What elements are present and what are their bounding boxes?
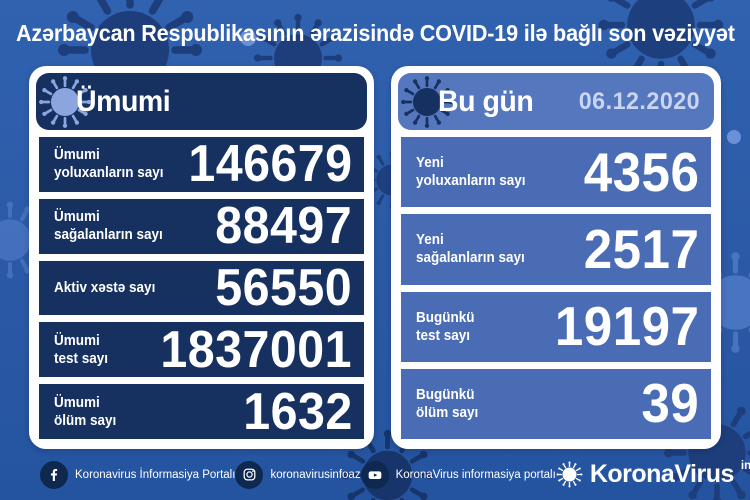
stat-label-line2: ölüm sayı — [416, 403, 479, 421]
stat-value: 19197 — [554, 295, 699, 358]
instagram-icon — [235, 460, 264, 489]
stat-label-line1: Aktiv xəstə sayı — [54, 278, 156, 296]
youtube-label: KoronaVirus informasiya portalı — [395, 468, 556, 481]
right-rows: Yeni yoluxanların sayı 4356 Yeni sağalan… — [398, 137, 714, 442]
facebook-label: Koronavirus İnformasiya Portalı — [75, 468, 236, 481]
stat-value: 56550 — [215, 258, 353, 317]
right-panel-header: Bu gün 06.12.2020 — [398, 73, 714, 130]
logo-text: KoronaVirus — [589, 460, 735, 488]
stat-value: 88497 — [215, 197, 353, 256]
stat-label-line1: Bugünkü — [416, 385, 475, 403]
facebook-link[interactable]: Koronavirus İnformasiya Portalı — [40, 460, 236, 489]
stat-label-line2: yoluxanların sayı — [54, 164, 164, 182]
stat-label: Ümumi test sayı — [54, 332, 108, 368]
page-title: Azərbaycan Respublikasının ərazisində CO… — [15, 19, 735, 46]
stat-label: Ümumi sağalanların sayı — [54, 208, 163, 244]
left-panel-header: Ümumi — [36, 73, 368, 130]
date-label: 06.12.2020 — [578, 87, 700, 115]
left-rows: Ümumi yoluxanların sayı 146679 Ümumi sağ… — [36, 137, 367, 442]
stat-row-new-infected: Yeni yoluxanların sayı 4356 — [401, 137, 711, 208]
stat-value: 1632 — [242, 382, 353, 441]
stat-label: Ümumi ölüm sayı — [54, 394, 116, 430]
stat-label-line1: Ümumi — [54, 146, 100, 164]
stat-label: Yeni yoluxanların sayı — [416, 154, 526, 190]
koronavirus-logo: KoronaVirus info — [555, 458, 750, 491]
stat-row-today-tests: Bugünkü test sayı 19197 — [401, 291, 711, 362]
stat-label-line2: test sayı — [54, 349, 109, 367]
stat-label-line2: sağalanların sayı — [54, 226, 163, 244]
footer: Koronavirus İnformasiya Portalı koronavi… — [0, 449, 750, 500]
facebook-icon — [40, 460, 68, 489]
stat-label: Ümumi yoluxanların sayı — [54, 146, 164, 182]
total-stats-panel: Ümumi Ümumi yoluxanların sayı 146679 Ümu… — [29, 66, 375, 449]
logo-suffix: info — [740, 460, 750, 472]
stat-row-total-infected: Ümumi yoluxanların sayı 146679 — [39, 135, 365, 194]
title-bar: Azərbaycan Respublikasının ərazisində CO… — [0, 0, 750, 66]
stat-label: Bugünkü ölüm sayı — [416, 386, 478, 422]
instagram-label: koronavirusinfoaz — [270, 468, 361, 481]
stat-value: 1837001 — [160, 320, 353, 379]
stat-label-line2: yoluxanların sayı — [416, 172, 526, 190]
instagram-link[interactable]: koronavirusinfoaz — [235, 460, 361, 489]
stat-value: 2517 — [583, 217, 699, 280]
virus-logo-icon — [555, 461, 583, 488]
stat-row-total-tests: Ümumi test sayı 1837001 — [39, 320, 365, 379]
stat-value: 146679 — [188, 135, 353, 194]
stat-label-line2: sağalanların sayı — [416, 249, 526, 267]
stat-row-total-recovered: Ümumi sağalanların sayı 88497 — [39, 197, 365, 256]
left-panel-title: Ümumi — [76, 84, 171, 118]
stat-label-line1: Ümumi — [54, 393, 100, 411]
youtube-icon — [360, 460, 389, 489]
stat-label: Bugünkü test sayı — [416, 309, 475, 345]
today-stats-panel: Bu gün 06.12.2020 Yeni yoluxanların sayı… — [391, 66, 721, 449]
stat-label: Aktiv xəstə sayı — [54, 279, 155, 297]
youtube-link[interactable]: KoronaVirus informasiya portalı — [360, 460, 556, 489]
stat-label-line1: Bugünkü — [416, 308, 475, 326]
stats-panels: Ümumi Ümumi yoluxanların sayı 146679 Ümu… — [0, 66, 750, 449]
stat-label-line1: Yeni — [416, 231, 445, 249]
stat-value: 4356 — [583, 140, 699, 203]
stat-row-today-deaths: Bugünkü ölüm sayı 39 — [401, 368, 711, 439]
stat-label-line1: Ümumi — [54, 331, 100, 349]
stat-row-active-cases: Aktiv xəstə sayı 56550 — [39, 258, 365, 317]
stat-row-new-recovered: Yeni sağalanların sayı 2517 — [401, 214, 711, 285]
stat-label-line1: Yeni — [416, 154, 445, 172]
right-panel-title: Bu gün — [438, 84, 534, 118]
stat-label-line1: Ümumi — [54, 208, 100, 226]
stat-label: Yeni sağalanların sayı — [416, 231, 525, 267]
stat-label-line2: test sayı — [416, 326, 471, 344]
stat-value: 39 — [641, 372, 699, 435]
stat-label-line2: ölüm sayı — [54, 411, 117, 429]
stat-row-total-deaths: Ümumi ölüm sayı 1632 — [39, 382, 365, 441]
